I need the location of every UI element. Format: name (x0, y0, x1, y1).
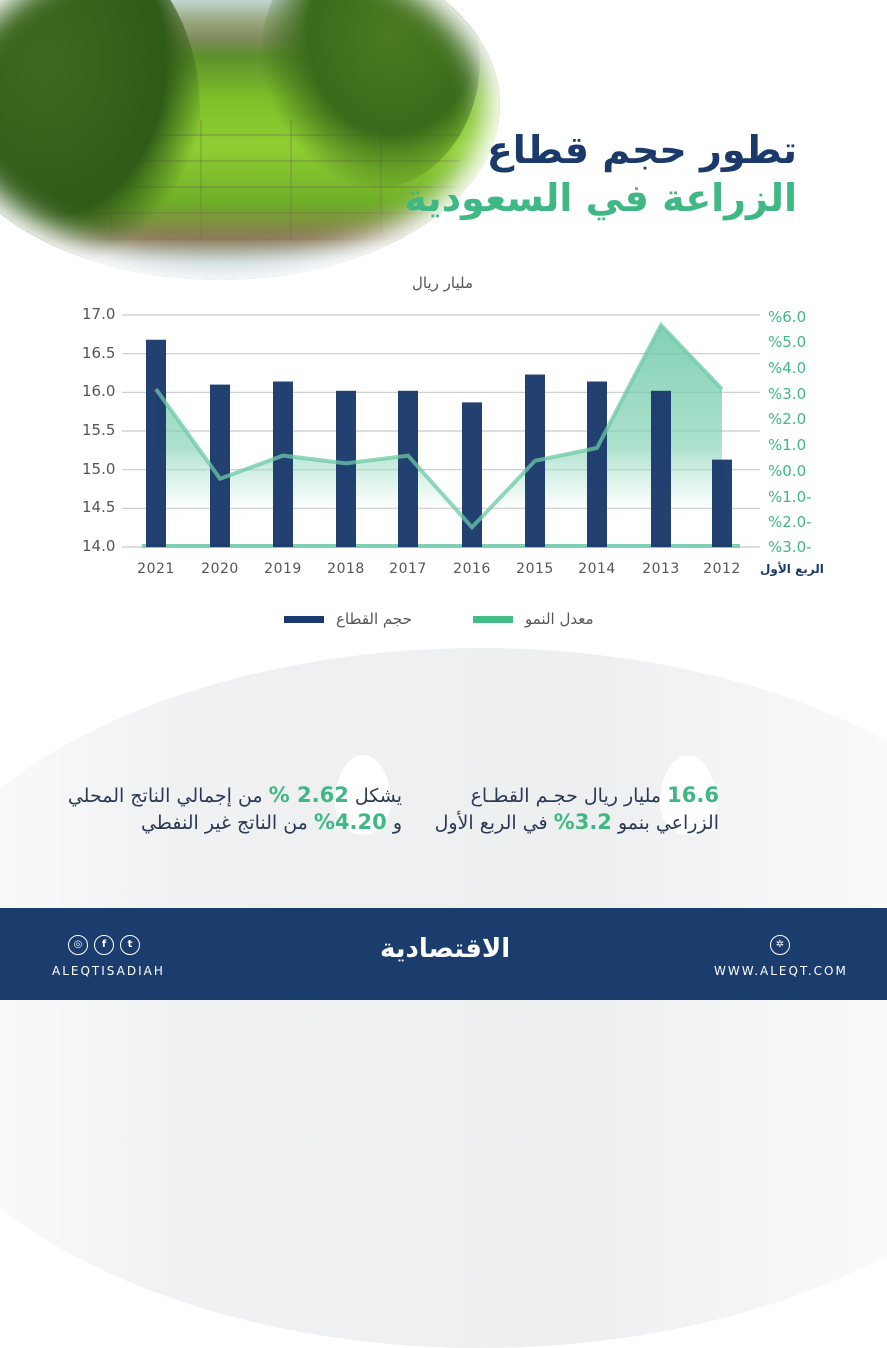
header-farm-photo (0, 0, 500, 280)
fact-text: من الناتج غير النفطي (140, 812, 308, 834)
social-handle[interactable]: ALEQTISADIAH (52, 964, 165, 978)
growth-area (156, 325, 722, 547)
bar-2018 (336, 390, 356, 547)
y-tick-right: %0.0 (768, 462, 807, 480)
fact-text: الزراعي بنمو (617, 812, 719, 834)
globe-icon[interactable]: ✲ (770, 935, 790, 955)
y-tick-right: %2.0 (768, 410, 807, 428)
x-tick-label: 2019 (264, 561, 302, 577)
fact-text: يشكل (354, 785, 402, 807)
y-tick-left: 16.0 (82, 382, 116, 401)
x-tick-label: 2012 (703, 561, 741, 577)
page-title: تطور حجم قطاع الزراعة في السعودية (404, 126, 797, 222)
x-tick-label: 2018 (327, 561, 365, 577)
fact-text: من إجمالي الناتج المحلي (67, 785, 263, 807)
drop-shape-right (660, 755, 716, 835)
drop-shape-left (335, 755, 391, 835)
y-tick-left: 14.0 (82, 537, 116, 555)
x-tick-label: 2021 (137, 561, 175, 577)
title-line-1: تطور حجم قطاع (486, 128, 797, 172)
y-tick-right: %4.0 (768, 359, 807, 377)
chart-plot (122, 314, 760, 548)
fact-text: و (392, 812, 402, 834)
bar-2012 (712, 459, 732, 547)
x-tick-label: 2020 (201, 561, 239, 577)
bar-2020 (210, 384, 230, 547)
fact-value-gdp-share: 2.62 % (268, 783, 349, 807)
y-tick-right: %1.0- (768, 488, 812, 506)
footer: ◎ f t ALEQTISADIAH الاقتصادية ✲ WWW.ALEQ… (0, 908, 887, 1000)
brand-logo: الاقتصادية (380, 934, 511, 964)
y-tick-left: 15.5 (82, 421, 116, 439)
y-tick-right: %6.0 (768, 308, 807, 326)
fact-text: في الربع الأول (434, 812, 548, 834)
bar-2014 (587, 381, 607, 547)
legend-item-sector-size: حجم القطاع (284, 610, 412, 628)
fact-left: يشكل 2.62 % من إجمالي الناتج المحلي و 4.… (68, 782, 402, 836)
fact-value-growth: 3.2% (553, 810, 612, 834)
y-tick-left: 17.0 (82, 305, 116, 323)
growth-line (154, 321, 724, 531)
bar-2019 (273, 381, 293, 547)
bar-2016 (462, 402, 482, 547)
legend-swatch-green (473, 615, 513, 623)
legend-label-sector-size: حجم القطاع (336, 610, 412, 628)
title-line-2: الزراعة في السعودية (404, 176, 797, 220)
fact-text: مليار ريال حجـم القطـاع (470, 785, 662, 807)
y-axis-unit: مليار ريال (412, 274, 473, 292)
y-tick-right: %1.0 (768, 436, 807, 454)
y-tick-right: %5.0 (768, 333, 807, 351)
fact-right: 16.6 مليار ريال حجـم القطـاع الزراعي بنم… (435, 782, 719, 836)
x-tick-label: 2017 (389, 561, 427, 577)
x-tick-label: 2015 (516, 561, 554, 577)
bar-2021 (146, 339, 166, 547)
y-tick-right: %2.0- (768, 513, 812, 531)
chart: 17.0 16.5 16.0 15.5 15.0 14.5 14.0 %6.0 %5.0 %4.… (0, 0, 887, 600)
twitter-icon[interactable]: t (120, 935, 140, 955)
y-tick-right: %3.0 (768, 385, 807, 403)
x-tick-label: 2016 (453, 561, 491, 577)
y-tick-left: 16.5 (82, 343, 116, 362)
y-tick-left: 14.5 (82, 498, 116, 517)
fact-value-nonoil-share: 4.20% (313, 810, 387, 834)
x-axis-label: الربع الأول (760, 562, 824, 576)
x-tick-label: 2013 (642, 561, 680, 577)
legend-swatch-navy (284, 615, 324, 623)
legend-label-growth: معدل النمو (525, 610, 594, 628)
website-link[interactable]: WWW.ALEQT.COM (714, 964, 848, 978)
bar-2017 (398, 390, 418, 547)
legend-item-growth: معدل النمو (473, 610, 594, 628)
instagram-icon[interactable]: ◎ (68, 935, 88, 955)
fact-value-sector-size: 16.6 (667, 783, 719, 807)
y-tick-left: 15.0 (82, 459, 116, 478)
facebook-icon[interactable]: f (94, 935, 114, 955)
x-tick-label: 2014 (578, 561, 616, 577)
y-tick-right: %3.0- (768, 538, 812, 556)
bar-2013 (651, 390, 671, 547)
